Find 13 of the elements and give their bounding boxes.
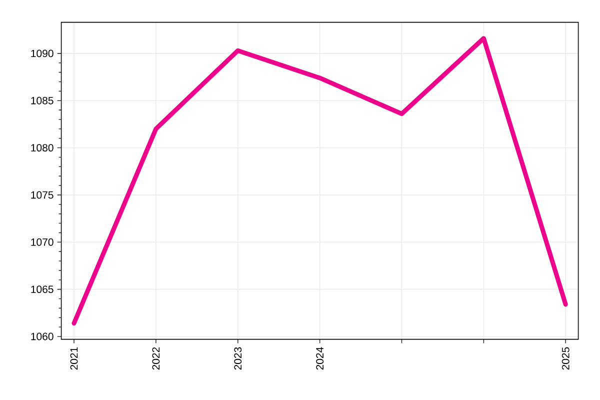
y-tick-label: 1080 xyxy=(31,144,54,152)
x-tick-label: 2021 xyxy=(70,347,78,370)
x-tick-label: 2023 xyxy=(234,347,242,370)
y-tick-label: 1085 xyxy=(31,96,54,104)
y-tick-label: 1090 xyxy=(31,50,54,58)
x-tick-label: 2022 xyxy=(152,347,160,370)
x-tick-label: 2025 xyxy=(562,347,570,370)
y-tick-label: 1065 xyxy=(31,286,54,294)
y-tick-label: 1060 xyxy=(31,332,54,340)
line-series xyxy=(72,36,568,326)
x-tick-label: 2024 xyxy=(316,347,324,370)
y-tick-label: 1075 xyxy=(31,191,54,199)
y-tick-label: 1070 xyxy=(31,238,54,246)
